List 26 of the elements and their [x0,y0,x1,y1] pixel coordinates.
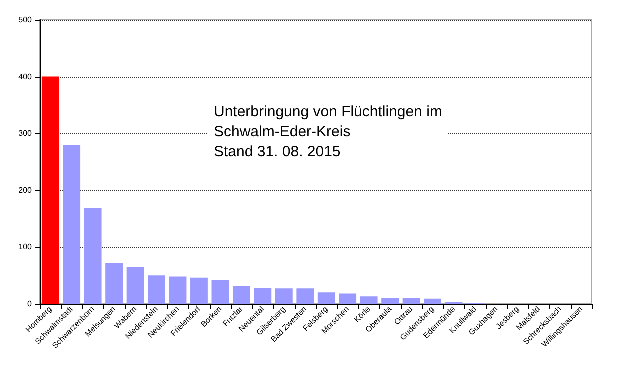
bar [382,298,400,304]
bar [402,298,420,304]
bar [275,288,293,304]
bar [424,298,442,304]
bar [190,278,208,304]
bar [106,263,124,304]
y-tick-label: 300 [18,129,33,138]
bar [169,276,187,304]
y-tick-label: 0 [28,300,33,308]
bar [63,146,81,304]
bar [339,294,357,304]
bar [360,296,378,304]
bar [212,280,230,304]
bar [232,286,250,304]
y-tick-label: 500 [18,16,33,24]
y-tick-label: 200 [18,186,33,195]
bar [254,288,272,304]
bar [42,76,60,304]
bar [126,267,144,304]
bar [296,288,314,304]
bar [318,292,336,304]
bar [84,208,102,304]
bar [148,276,166,304]
text: Unterbringung von Flüchtlingen im Schwalm-Eder-Kreis Stand 31. 08. 2015 [214,104,442,160]
y-tick-label: 400 [18,72,33,82]
y-tick-label: 100 [18,242,33,252]
